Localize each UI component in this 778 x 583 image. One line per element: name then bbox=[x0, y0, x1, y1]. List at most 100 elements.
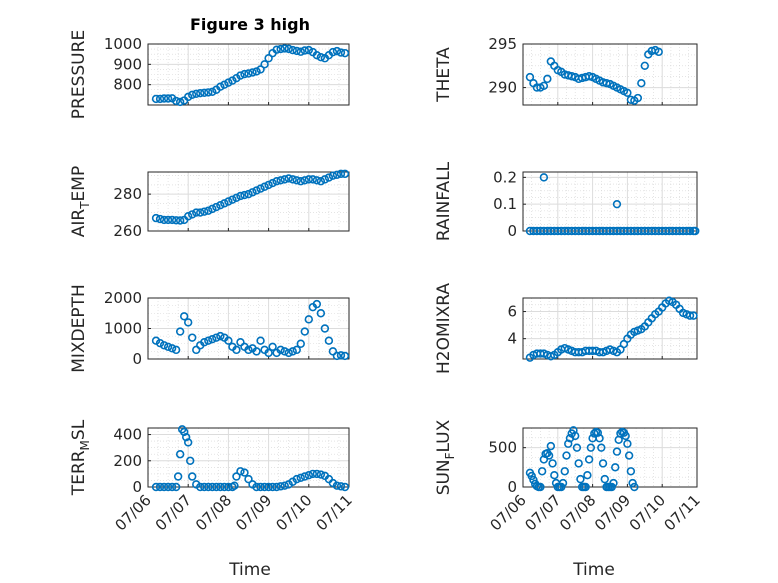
data-point bbox=[268, 482, 277, 492]
data-point bbox=[525, 72, 535, 82]
data-point bbox=[300, 46, 309, 55]
data-point bbox=[320, 324, 330, 333]
data-point bbox=[595, 434, 604, 443]
data-point bbox=[572, 443, 582, 452]
data-point bbox=[260, 60, 269, 69]
data-point bbox=[312, 176, 322, 185]
axes-box bbox=[147, 43, 350, 106]
data-point bbox=[284, 348, 293, 358]
y-tick-label: 290 bbox=[488, 79, 517, 97]
data-point bbox=[208, 87, 217, 96]
data-point bbox=[569, 426, 578, 435]
y-axis-label: MIXDEPTH bbox=[69, 284, 89, 373]
subplot-4: 0 0.1 0.2 RAINFALL bbox=[434, 161, 700, 241]
data-point bbox=[539, 81, 549, 91]
plot-area bbox=[523, 172, 697, 231]
y-tick-label: 800 bbox=[113, 76, 142, 94]
data-point bbox=[312, 50, 322, 60]
data-point bbox=[550, 471, 559, 480]
axes-box bbox=[522, 43, 698, 106]
data-point bbox=[208, 482, 217, 492]
subplot-2: 290 295 THETA bbox=[434, 35, 698, 106]
data-point bbox=[633, 93, 643, 103]
data-point bbox=[324, 173, 334, 182]
data-point bbox=[179, 427, 189, 437]
data-point bbox=[175, 216, 185, 225]
data-point bbox=[167, 344, 177, 353]
y-tick-label: 295 bbox=[488, 35, 517, 53]
data-point bbox=[264, 180, 273, 190]
data-point bbox=[151, 213, 161, 223]
data-point bbox=[292, 46, 301, 56]
data-point bbox=[240, 468, 249, 477]
data-point bbox=[316, 470, 326, 479]
data-point bbox=[336, 482, 346, 491]
data-point bbox=[292, 176, 301, 185]
data-point bbox=[304, 315, 313, 324]
data-point bbox=[256, 336, 265, 345]
data-point bbox=[220, 482, 229, 492]
data-point bbox=[548, 459, 557, 468]
data-point bbox=[628, 478, 637, 488]
data-point bbox=[581, 482, 590, 492]
data-point bbox=[689, 311, 698, 320]
data-point bbox=[236, 191, 245, 201]
data-point bbox=[602, 79, 611, 88]
data-point bbox=[336, 169, 346, 179]
data-point bbox=[230, 481, 239, 490]
data-point bbox=[232, 472, 241, 481]
y-tick-label: 0 bbox=[132, 350, 142, 368]
data-point bbox=[184, 318, 193, 327]
data-point bbox=[155, 338, 165, 348]
data-point bbox=[584, 72, 594, 81]
data-point bbox=[308, 175, 318, 184]
data-point bbox=[654, 47, 663, 57]
data-point bbox=[204, 206, 213, 215]
data-point bbox=[539, 455, 549, 464]
data-point bbox=[175, 327, 185, 336]
data-point bbox=[316, 53, 326, 62]
subplot-6: 4 6 H2OMIXRA bbox=[434, 283, 698, 374]
data-point bbox=[276, 482, 285, 491]
data-point bbox=[280, 175, 289, 184]
data-point bbox=[276, 345, 285, 355]
data-point bbox=[252, 482, 261, 492]
data-point bbox=[316, 177, 326, 186]
data-point bbox=[159, 94, 169, 103]
y-tick-label: 0 bbox=[507, 478, 517, 496]
data-point bbox=[685, 311, 695, 320]
data-point bbox=[340, 169, 350, 179]
data-point bbox=[630, 482, 639, 492]
data-point bbox=[621, 431, 630, 441]
data-point bbox=[212, 333, 221, 342]
data-point bbox=[567, 72, 576, 81]
data-point bbox=[175, 450, 185, 459]
data-point bbox=[529, 475, 538, 485]
data-point bbox=[328, 47, 338, 57]
data-point bbox=[175, 97, 185, 107]
data-point bbox=[216, 200, 225, 210]
data-point bbox=[288, 175, 297, 184]
data-point bbox=[216, 482, 225, 492]
y-axis-label: TERRMSL bbox=[69, 419, 92, 496]
data-point bbox=[240, 190, 249, 200]
data-point bbox=[204, 482, 213, 492]
data-point bbox=[288, 347, 297, 356]
data-point bbox=[171, 96, 181, 106]
data-point bbox=[296, 177, 305, 186]
data-point bbox=[256, 184, 265, 193]
data-point bbox=[624, 451, 634, 460]
data-point bbox=[196, 208, 205, 217]
data-point bbox=[200, 482, 209, 492]
data-point bbox=[188, 90, 197, 100]
data-point bbox=[685, 226, 695, 236]
data-point bbox=[296, 339, 305, 348]
data-point bbox=[163, 94, 173, 103]
axes-box bbox=[147, 171, 350, 232]
data-point bbox=[252, 347, 261, 356]
data-point bbox=[312, 469, 322, 479]
data-point bbox=[224, 197, 233, 206]
data-point bbox=[236, 71, 245, 80]
data-point bbox=[264, 54, 273, 63]
data-point bbox=[151, 94, 161, 104]
